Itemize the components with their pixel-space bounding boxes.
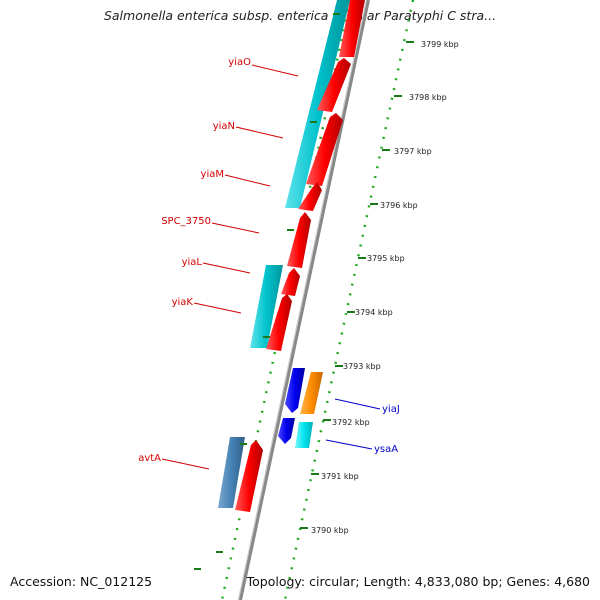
- teal-feature-2[interactable]: [250, 265, 283, 348]
- cds-avtA[interactable]: [235, 440, 263, 512]
- gene-label[interactable]: yiaO: [228, 57, 251, 68]
- blue-cds-2[interactable]: [278, 418, 295, 444]
- tick-label: 3797 kbp: [394, 147, 432, 156]
- cds-yiaM[interactable]: [298, 182, 322, 211]
- gene-label[interactable]: yiaJ: [382, 404, 400, 415]
- tick-label: 3794 kbp: [355, 308, 393, 317]
- reverse-features: [278, 368, 323, 448]
- backbone-line: [238, 0, 370, 600]
- cds-yiaO[interactable]: [317, 58, 351, 112]
- cds-yiaK[interactable]: [266, 294, 292, 351]
- gene-label[interactable]: ysaA: [374, 444, 398, 455]
- gene-label[interactable]: SPC_3750: [161, 216, 211, 227]
- gene-label[interactable]: yiaN: [213, 121, 235, 132]
- gene-label[interactable]: avtA: [138, 453, 161, 464]
- orange-cds-yiaJ[interactable]: [300, 372, 323, 414]
- tick-label: 3798 kbp: [409, 93, 447, 102]
- gc-dashes-left: [194, 13, 340, 570]
- gene-label[interactable]: yiaL: [182, 257, 203, 268]
- cyan-cds-ysaA[interactable]: [295, 422, 313, 448]
- steel-feature-avtA[interactable]: [218, 437, 245, 508]
- cds-yiaL[interactable]: [281, 268, 300, 296]
- tick-label: 3791 kbp: [321, 472, 359, 481]
- gc-track-right: [283, 0, 415, 600]
- tick-label: 3790 kbp: [311, 526, 349, 535]
- blue-cds-1[interactable]: [285, 368, 305, 413]
- gene-labels-right: yiaJ ysaA: [374, 404, 400, 455]
- map-title: Salmonella enterica subsp. enterica sero…: [103, 8, 497, 23]
- gene-label[interactable]: yiaM: [201, 169, 224, 180]
- gene-labels-left: yiaO yiaN yiaM SPC_3750 yiaL yiaK avtA: [138, 57, 251, 464]
- tick-label: 3793 kbp: [343, 362, 381, 371]
- teal-feature-1[interactable]: [285, 0, 350, 208]
- cds-SPC_3750[interactable]: [287, 212, 311, 268]
- topology-summary-text: Topology: circular; Length: 4,833,080 bp…: [246, 574, 590, 589]
- forward-features: [218, 0, 365, 512]
- gene-label[interactable]: yiaK: [172, 297, 194, 308]
- backbone-highlight: [238, 0, 367, 600]
- label-connectors: [161, 64, 381, 470]
- tick-label: 3792 kbp: [332, 418, 370, 427]
- accession-text: Accession: NC_012125: [10, 574, 153, 589]
- tick-label: 3799 kbp: [421, 40, 459, 49]
- tick-label: 3795 kbp: [367, 254, 405, 263]
- cds-top[interactable]: [339, 0, 365, 57]
- tick-label: 3796 kbp: [380, 201, 418, 210]
- kbp-ticks: 3799 kbp 3798 kbp 3797 kbp 3796 kbp 3795…: [300, 40, 459, 535]
- cds-yiaN[interactable]: [306, 113, 343, 186]
